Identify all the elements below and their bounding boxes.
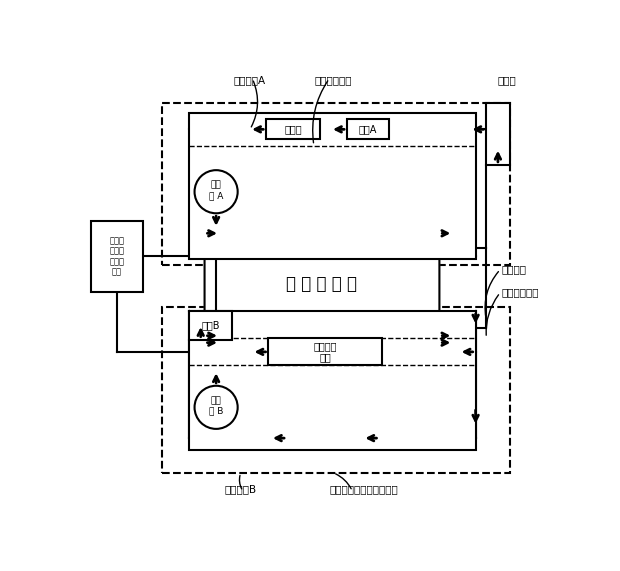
Bar [162, 307, 510, 473]
Text: 滤膜A: 滤膜A [358, 124, 377, 134]
Text: 小 体 积 氡 室: 小 体 积 氡 室 [286, 275, 358, 293]
Text: 滤膜B: 滤膜B [201, 320, 219, 330]
Bar [266, 119, 320, 139]
Circle shape [195, 170, 237, 214]
Bar [268, 338, 382, 365]
Text: 氡子体监
测仪: 氡子体监 测仪 [313, 341, 337, 362]
Bar [486, 103, 510, 165]
Text: 充源调控回路: 充源调控回路 [314, 75, 352, 86]
Text: 氡子体状态参数调控回路: 氡子体状态参数调控回路 [330, 484, 398, 494]
Text: 调控管路B: 调控管路B [224, 484, 257, 494]
Text: 气源室: 气源室 [285, 124, 302, 134]
Text: 循环
泵 B: 循环 泵 B [209, 396, 223, 416]
Text: 采样监测回路: 采样监测回路 [501, 288, 539, 297]
Bar [91, 221, 143, 292]
Bar [189, 311, 231, 340]
Text: 循环
泵 A: 循环 泵 A [209, 180, 223, 200]
Bar [189, 113, 476, 259]
Polygon shape [205, 219, 440, 357]
Circle shape [195, 386, 237, 429]
Text: 采样管路: 采样管路 [501, 264, 526, 275]
Text: 泄压口: 泄压口 [497, 75, 516, 86]
Bar [162, 103, 510, 265]
Bar [189, 311, 476, 450]
Text: 调控管路A: 调控管路A [234, 75, 266, 86]
Text: 单分散
性气溶
胶产生
单元: 单分散 性气溶 胶产生 单元 [109, 236, 124, 276]
Bar [347, 119, 389, 139]
